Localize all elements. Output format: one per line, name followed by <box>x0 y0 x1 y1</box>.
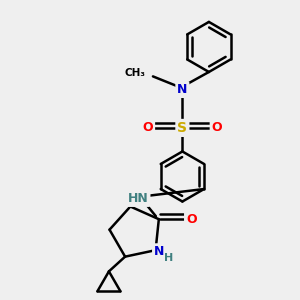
Text: CH₃: CH₃ <box>124 68 146 78</box>
Text: HN: HN <box>128 192 148 205</box>
Text: O: O <box>212 122 222 134</box>
Text: O: O <box>142 122 153 134</box>
Text: S: S <box>177 121 188 135</box>
Text: N: N <box>177 83 188 96</box>
Text: N: N <box>154 245 164 258</box>
Text: H: H <box>164 253 173 262</box>
Text: O: O <box>186 213 196 226</box>
